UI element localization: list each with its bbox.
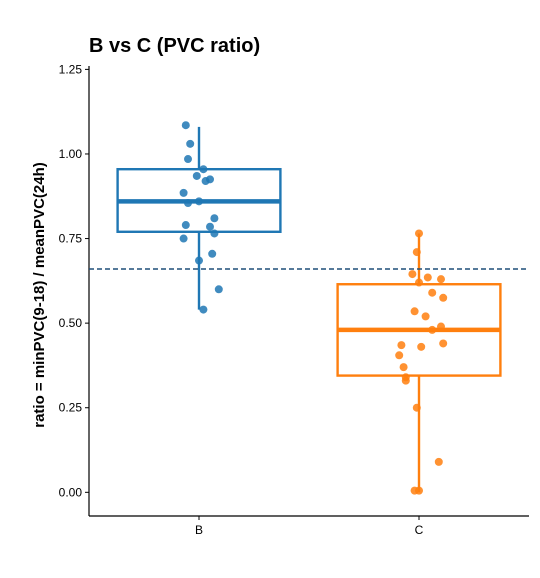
y-tick-label: 0.75 [59,232,83,246]
data-point-b [179,188,188,197]
data-point-b [210,214,219,223]
data-point-c [399,363,408,372]
data-point-c [397,341,406,350]
data-point-c [410,307,419,316]
data-point-b [181,121,190,130]
data-point-b [201,177,210,186]
y-tick-label: 0.00 [59,485,83,499]
data-point-b [195,197,203,206]
y-axis-label: ratio = minPVC(9-18) / meanPVC(24h) [31,162,48,428]
data-point-c [437,275,445,284]
data-point-c [412,403,421,412]
plot-area: 0.00 0.25 0.50 0.75 1.00 1.25 B C [59,62,529,537]
x-tick-label: C [415,523,424,537]
chart-title: B vs C (PVC ratio) [89,35,260,57]
data-point-b [199,305,208,314]
data-point-c [417,342,426,351]
data-point-b [210,229,219,238]
data-point-b [184,199,192,208]
data-point-b [192,171,201,180]
x-tick-label: B [195,523,203,537]
data-point-c [408,270,417,279]
y-tick-label: 0.25 [59,401,83,415]
data-point-c [439,293,448,302]
data-point-b [195,256,203,265]
y-tick-label: 1.25 [59,62,83,76]
data-point-c [412,248,421,257]
data-point-c [428,288,437,297]
data-point-b [179,234,188,243]
data-point-b [181,221,190,230]
y-tick-label: 1.00 [59,147,83,161]
data-point-c [437,322,445,331]
data-point-c [415,486,423,495]
data-point-c [415,278,423,287]
data-point-c [395,351,404,360]
data-point-b [208,249,217,258]
data-point-b [214,285,223,294]
data-point-c [439,339,448,348]
data-point-c [434,457,443,466]
data-point-b [186,139,195,148]
data-point-c [415,229,423,238]
y-tick-label: 0.50 [59,316,83,330]
data-point-c [423,273,432,282]
data-point-c [421,312,430,321]
data-point-c [401,376,410,385]
data-point-c [428,325,437,334]
data-point-b [199,165,208,174]
data-point-b [184,155,192,164]
data-point-b [206,222,214,231]
